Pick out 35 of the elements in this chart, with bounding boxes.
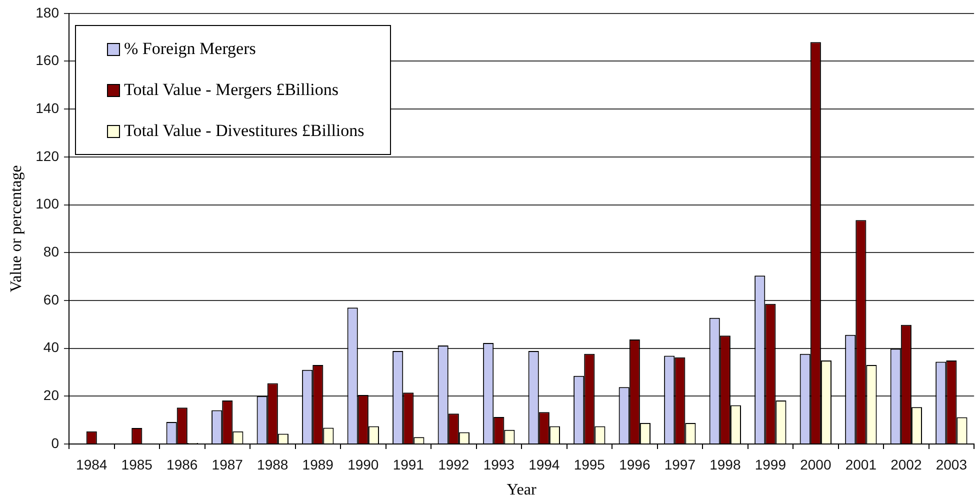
- y-tick-label: 20: [43, 387, 60, 404]
- y-axis-title: Value or percentage: [8, 165, 25, 292]
- x-tick-label: 1984: [76, 456, 108, 472]
- x-tick-label: 2001: [845, 456, 877, 472]
- legend-label: Total Value - Mergers £Billions: [124, 79, 338, 102]
- x-tick-label: 2002: [890, 456, 922, 472]
- y-tick-label: 80: [43, 243, 60, 260]
- x-tick-label: 1997: [664, 456, 696, 472]
- x-tick-label: 1996: [619, 456, 650, 472]
- x-tick-label: 1999: [754, 456, 786, 472]
- y-tick-label: 60: [43, 291, 60, 308]
- x-tick-label: 1991: [392, 456, 424, 472]
- x-tick-label: 1994: [528, 456, 560, 472]
- x-tick-label: 1986: [166, 456, 198, 472]
- x-tick-label: 1993: [483, 456, 515, 472]
- y-tick-label: 0: [51, 434, 60, 451]
- y-tick-label: 120: [36, 148, 60, 164]
- x-axis-title: Year: [506, 482, 537, 499]
- y-tick-label: 140: [36, 100, 60, 116]
- y-tick-label: 180: [36, 4, 60, 20]
- x-tick-label: 1985: [121, 456, 153, 472]
- x-tick-label: 1989: [302, 456, 334, 472]
- x-tick-label: 2000: [800, 456, 832, 472]
- x-tick-label: 1992: [438, 456, 470, 472]
- x-tick-label: 1987: [212, 456, 244, 472]
- y-tick-label: 100: [36, 196, 60, 212]
- x-tick-label: 2003: [936, 456, 968, 472]
- legend-label: Total Value - Divestitures £Billions: [124, 120, 364, 142]
- x-tick-label: 1998: [710, 456, 741, 472]
- legend-label: % Foreign Mergers: [124, 38, 256, 60]
- x-tick-label: 1990: [348, 456, 379, 472]
- y-tick-label: 40: [43, 339, 60, 356]
- x-tick-label: 1988: [257, 456, 288, 472]
- y-tick-label: 160: [36, 52, 60, 68]
- x-tick-label: 1995: [574, 456, 606, 472]
